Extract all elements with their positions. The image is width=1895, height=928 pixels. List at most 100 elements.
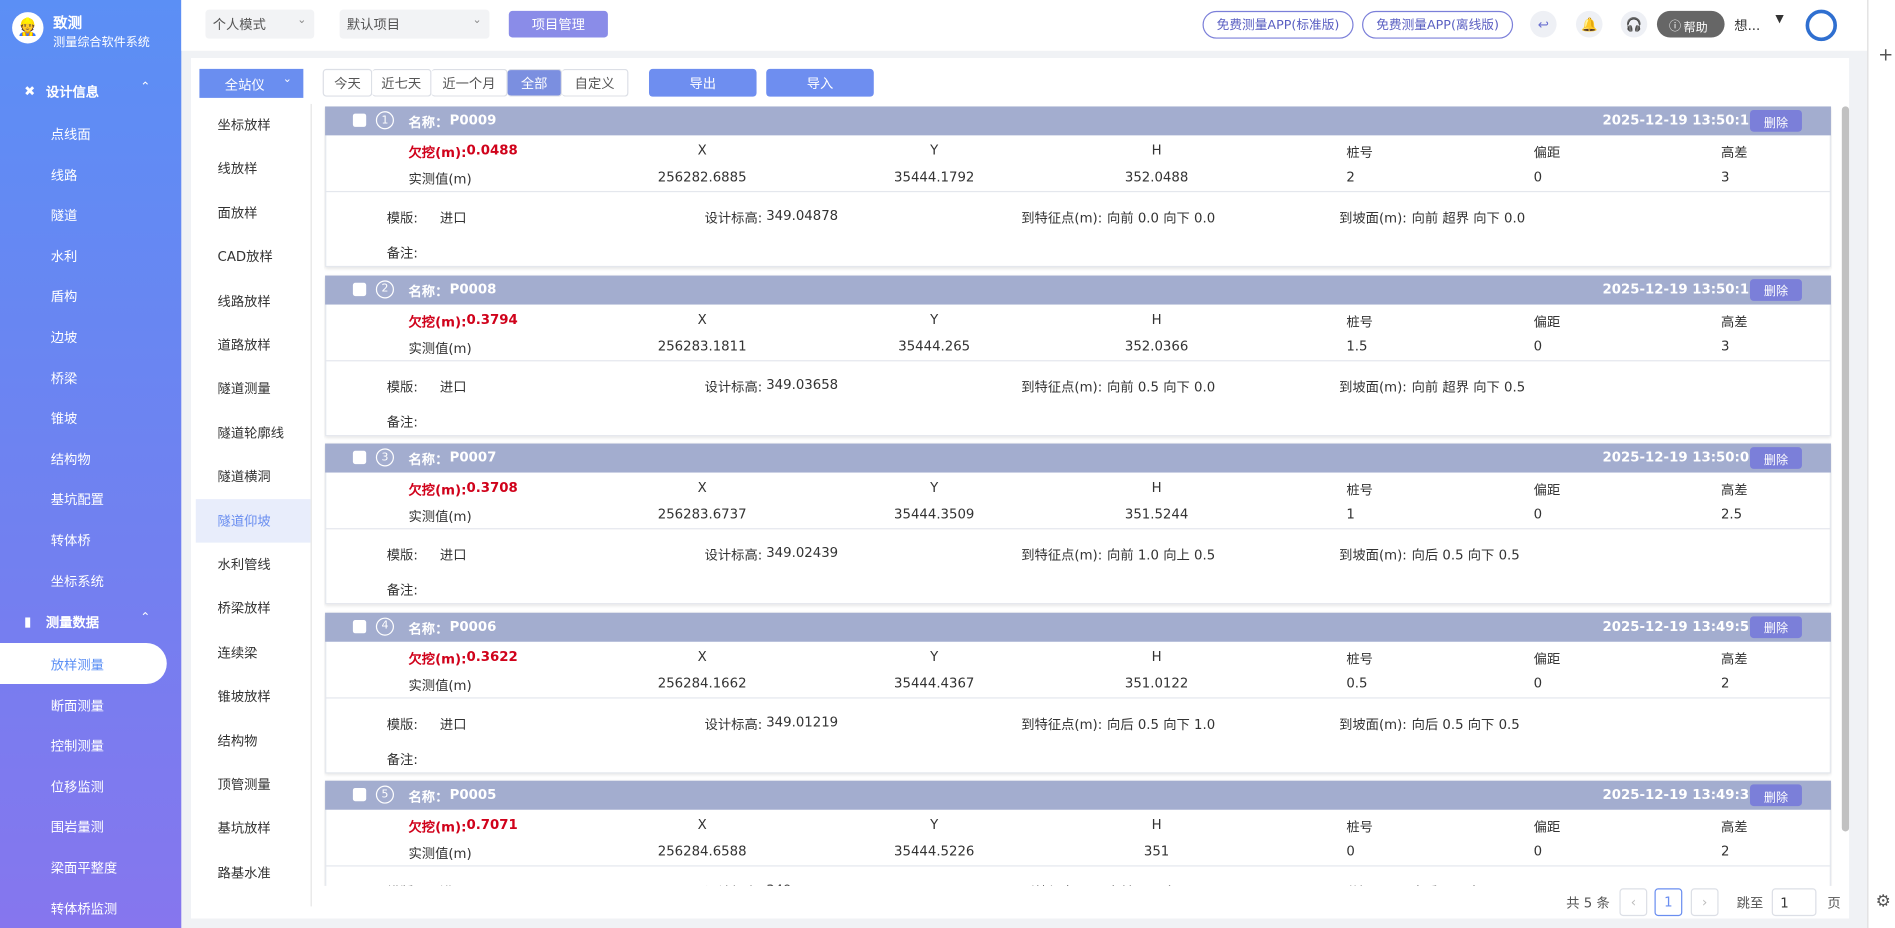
next-page[interactable]: › bbox=[1690, 888, 1719, 917]
template-label: 模版: bbox=[386, 210, 418, 226]
record-checkbox[interactable] bbox=[352, 113, 367, 127]
export-button[interactable]: 导出 bbox=[648, 68, 757, 97]
user-name[interactable]: 想... bbox=[1734, 18, 1761, 34]
subnav-item[interactable]: 桥梁放样 bbox=[217, 601, 271, 617]
current-page[interactable]: 1 bbox=[1654, 888, 1683, 917]
manage-button[interactable]: 项目管理 bbox=[508, 10, 608, 38]
record-checkbox[interactable] bbox=[352, 451, 367, 465]
prev-page[interactable]: ‹ bbox=[1619, 888, 1648, 917]
icon-button[interactable]: 🔔 bbox=[1575, 10, 1603, 38]
subnav-item[interactable]: 结构物 bbox=[217, 733, 258, 749]
record-index: 4 bbox=[375, 617, 394, 636]
icon-button[interactable]: ↩ bbox=[1530, 10, 1557, 38]
column-header: H bbox=[1151, 817, 1162, 834]
underdig-label: 欠挖(m): bbox=[408, 145, 467, 161]
user-caret[interactable]: ▼ bbox=[1775, 13, 1784, 26]
group-caret[interactable]: ⌃ bbox=[140, 80, 151, 95]
subnav-item[interactable]: 水利管线 bbox=[217, 557, 271, 573]
column-header: 桩号 bbox=[1346, 145, 1373, 161]
measured-label: 实测值(m) bbox=[408, 171, 472, 188]
column-header: Y bbox=[930, 817, 939, 834]
menu-item[interactable]: 转体桥监测 bbox=[50, 901, 118, 917]
menu-item[interactable]: 围岩量测 bbox=[50, 819, 104, 836]
record-checkbox[interactable] bbox=[352, 619, 367, 634]
underdig-value: 0.0488 bbox=[466, 142, 518, 159]
column-header: 桩号 bbox=[1346, 313, 1373, 330]
subnav-item[interactable]: 锥坡放样 bbox=[217, 689, 271, 705]
menu-item[interactable]: 梁面平整度 bbox=[50, 860, 118, 877]
filter-tab[interactable]: 自定义 bbox=[561, 68, 629, 97]
menu-item[interactable]: 盾构 bbox=[50, 289, 78, 306]
template-label: 模版: bbox=[386, 378, 418, 395]
record-name: P0008 bbox=[449, 281, 497, 297]
to-feature-label: 到特征点(m): bbox=[1021, 716, 1103, 733]
subnav-item[interactable]: 路基水准 bbox=[217, 865, 271, 881]
group-title[interactable]: 测量数据 bbox=[45, 615, 100, 631]
menu-item[interactable]: 桥梁 bbox=[50, 370, 78, 387]
record-checkbox[interactable] bbox=[352, 788, 367, 802]
group-title[interactable]: 设计信息 bbox=[45, 84, 100, 101]
group-caret[interactable]: ⌃ bbox=[140, 611, 151, 625]
menu-item[interactable]: 隧道 bbox=[50, 208, 78, 224]
menu-item[interactable]: 基坑配置 bbox=[50, 492, 104, 509]
import-button[interactable]: 导入 bbox=[766, 68, 874, 97]
subnav-item[interactable]: 隧道测量 bbox=[217, 381, 271, 397]
filter-tab[interactable]: 今天 bbox=[322, 68, 373, 97]
filter-tab[interactable]: 近一个月 bbox=[431, 68, 508, 97]
help-button[interactable]: 帮助 bbox=[1656, 10, 1725, 38]
menu-item[interactable]: 控制测量 bbox=[50, 738, 104, 755]
select[interactable]: 个人模式 bbox=[205, 9, 315, 39]
subnav-item[interactable]: 隧道横洞 bbox=[217, 469, 271, 485]
settings-icon[interactable]: ⚙ bbox=[1875, 891, 1891, 912]
filter-tab[interactable]: 近七天 bbox=[372, 68, 432, 97]
menu-item[interactable]: 水利 bbox=[50, 248, 78, 265]
to-slope-value: 向后 1.0 向下 1.0 bbox=[1412, 883, 1520, 886]
delete-button[interactable]: 删除 bbox=[1749, 784, 1802, 807]
to-slope-label: 到坡面(m): bbox=[1339, 210, 1407, 226]
filter-tab[interactable]: 全部 bbox=[507, 68, 562, 97]
group-icon: ✖ bbox=[24, 83, 36, 100]
column-header: 高差 bbox=[1720, 651, 1748, 667]
subnav-item[interactable]: 面放样 bbox=[217, 205, 258, 221]
subnav-item[interactable]: 基坑放样 bbox=[217, 821, 271, 837]
subnav-item[interactable]: CAD放样 bbox=[217, 249, 273, 265]
menu-item[interactable]: 放样测量 bbox=[50, 657, 104, 674]
subnav-item[interactable]: 道路放样 bbox=[217, 337, 271, 353]
subnav-item[interactable]: 隧道仰坡 bbox=[217, 513, 271, 529]
subnav-item[interactable]: 线路放样 bbox=[217, 293, 271, 309]
subnav-item[interactable]: 坐标放样 bbox=[217, 117, 271, 133]
menu-item[interactable]: 位移监测 bbox=[50, 779, 104, 795]
record-checkbox[interactable] bbox=[352, 282, 367, 296]
menu-item[interactable]: 边坡 bbox=[50, 329, 78, 346]
subnav-panel bbox=[196, 103, 312, 907]
subnav-item[interactable]: 顶管测量 bbox=[217, 777, 271, 793]
measured-value: 256283.1811 bbox=[657, 337, 747, 354]
delete-button[interactable]: 删除 bbox=[1749, 447, 1802, 470]
record-index: 3 bbox=[375, 448, 394, 467]
menu-item[interactable]: 结构物 bbox=[50, 451, 91, 468]
jump-input[interactable]: 1 bbox=[1771, 888, 1817, 917]
row-divider bbox=[325, 359, 1831, 361]
icon-button[interactable]: 🎧 bbox=[1620, 10, 1648, 38]
underdig-label: 欠挖(m): bbox=[408, 651, 467, 667]
app-button[interactable]: 免费测量APP(离线版) bbox=[1362, 10, 1514, 39]
menu-item[interactable]: 锥坡 bbox=[50, 411, 78, 427]
device-button[interactable]: 全站仪 bbox=[199, 68, 304, 98]
record-index: 1 bbox=[375, 111, 394, 130]
delete-button[interactable]: 删除 bbox=[1749, 109, 1802, 132]
delete-button[interactable]: 删除 bbox=[1749, 278, 1802, 301]
measured-value: 0 bbox=[1533, 675, 1543, 692]
menu-item[interactable]: 坐标系统 bbox=[50, 573, 104, 590]
subnav-item[interactable]: 连续梁 bbox=[217, 645, 258, 661]
menu-item[interactable]: 点线面 bbox=[50, 126, 91, 143]
subnav-item[interactable]: 线放样 bbox=[217, 161, 258, 177]
menu-item[interactable]: 线路 bbox=[50, 167, 78, 184]
subnav-item[interactable]: 隧道轮廓线 bbox=[217, 425, 285, 441]
scrollbar bbox=[1841, 106, 1850, 832]
menu-item[interactable]: 转体桥 bbox=[50, 532, 91, 549]
select[interactable]: 默认项目 bbox=[339, 9, 490, 39]
delete-button[interactable]: 删除 bbox=[1749, 616, 1802, 638]
menu-item[interactable]: 断面测量 bbox=[50, 698, 104, 714]
add-icon[interactable]: + bbox=[1878, 43, 1894, 66]
app-button[interactable]: 免费测量APP(标准版) bbox=[1202, 10, 1354, 39]
